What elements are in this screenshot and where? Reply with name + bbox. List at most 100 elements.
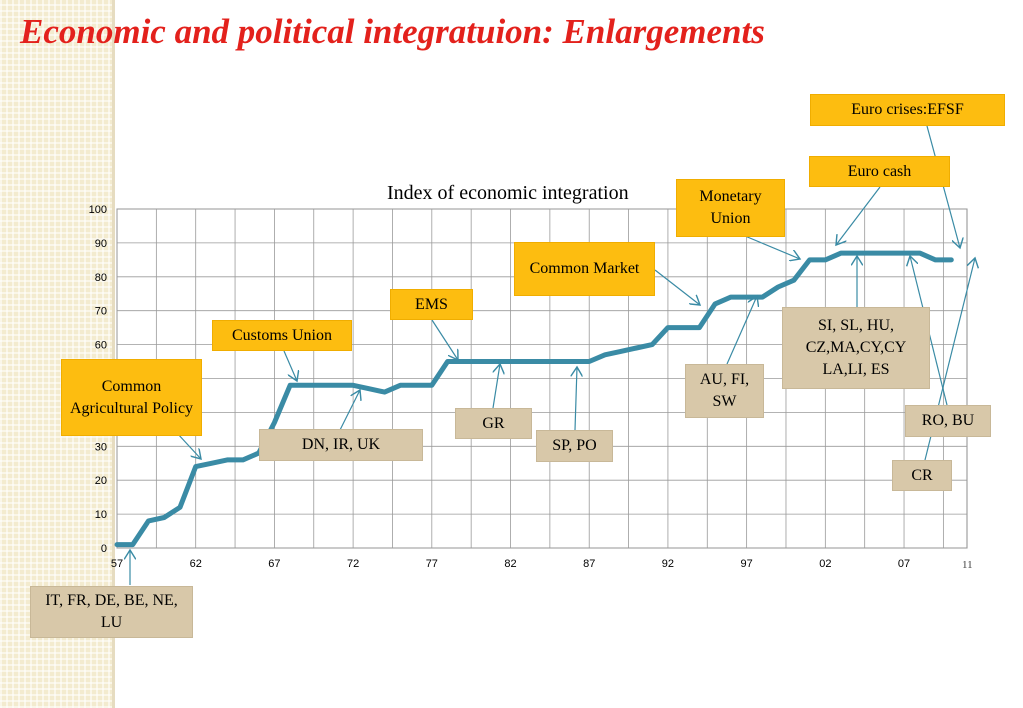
data-point [620, 350, 622, 352]
callout-cr: CR [892, 460, 952, 491]
y-tick-label: 80 [95, 272, 107, 284]
data-point [509, 360, 512, 363]
data-point [934, 259, 937, 261]
x-tick-label: 77 [426, 558, 438, 570]
callout-arrow [431, 319, 458, 360]
data-point [273, 421, 276, 424]
callout-arrow [339, 390, 360, 431]
y-tick-label: 0 [101, 543, 107, 555]
sidebar-edge [112, 0, 115, 708]
data-point [258, 452, 260, 454]
data-point [147, 520, 150, 522]
callout-dn-ir-uk: DN, IR, UK [259, 429, 423, 461]
data-point [903, 252, 905, 254]
data-point [714, 303, 716, 305]
callout-common-market: Common Market [514, 242, 655, 296]
x-tick-label: 02 [819, 558, 831, 570]
data-point [572, 360, 575, 363]
data-point [919, 252, 921, 254]
series-line [114, 250, 954, 548]
data-point [494, 360, 496, 363]
data-point [950, 259, 952, 261]
data-point [808, 259, 811, 261]
data-point [856, 252, 858, 254]
x-tick-label: 67 [268, 558, 280, 570]
data-point [525, 360, 527, 363]
data-point [368, 388, 370, 390]
callout-arrow [654, 269, 700, 305]
data-point [683, 327, 685, 329]
callout-cap: Common Agricultural Policy [61, 359, 202, 436]
data-point [887, 252, 889, 254]
data-point [163, 516, 165, 519]
data-point [777, 286, 779, 288]
data-point [604, 354, 606, 356]
data-point [462, 360, 464, 363]
callout-arrow [744, 235, 800, 259]
callout-ro-bu: RO, BU [905, 405, 991, 437]
x-tick-label: 87 [583, 558, 595, 570]
data-point [352, 384, 354, 386]
data-point [730, 296, 732, 298]
callout-gr: GR [455, 408, 532, 439]
data-point [667, 327, 669, 329]
data-point [478, 360, 480, 363]
data-point [321, 384, 323, 386]
data-point [195, 466, 197, 468]
callout-ems: EMS [390, 289, 473, 320]
x-tick-label: 82 [504, 558, 516, 570]
data-point [541, 360, 543, 363]
data-point [651, 344, 653, 346]
data-point [179, 506, 181, 508]
decorative-sidebar [0, 0, 112, 708]
data-point [761, 296, 763, 298]
data-point [431, 384, 433, 386]
data-point [557, 360, 559, 363]
callout-monetary: Monetary Union [676, 179, 785, 237]
x-tick-label: 92 [662, 558, 674, 570]
data-point [415, 384, 417, 386]
data-point [635, 347, 638, 349]
callout-arrow [283, 350, 297, 381]
callout-arrow [926, 125, 960, 248]
callout-arrow [836, 186, 881, 245]
data-point [289, 384, 291, 386]
x-tick-label: 07 [898, 558, 910, 570]
callout-euro-crises: Euro crises:EFSF [810, 94, 1005, 126]
data-point [305, 384, 307, 386]
y-tick-label: 60 [95, 340, 107, 352]
data-point [210, 462, 213, 464]
data-point [840, 252, 842, 254]
callout-arrow [492, 364, 500, 409]
y-tick-label: 30 [95, 441, 107, 453]
data-point [242, 459, 244, 461]
x-tick-label: 57 [111, 558, 123, 570]
callout-euro-cash: Euro cash [809, 156, 950, 187]
data-point [746, 296, 748, 298]
y-tick-label: 70 [95, 306, 107, 318]
y-tick-label: 100 [89, 204, 107, 216]
callout-customs: Customs Union [212, 320, 352, 351]
data-point [871, 252, 874, 254]
data-point [793, 279, 795, 281]
callout-arrow [726, 296, 757, 365]
y-tick-label: 10 [95, 509, 107, 521]
callout-si-group: SI, SL, HU, CZ,MA,CY,CY LA,LI, ES [782, 307, 930, 389]
data-point [824, 259, 826, 261]
x-tick-label: 72 [347, 558, 359, 570]
data-point [698, 327, 701, 329]
data-point [132, 544, 134, 546]
data-point [588, 360, 590, 363]
data-point [383, 391, 386, 393]
callout-arrow [575, 367, 577, 431]
data-point [446, 360, 449, 363]
x-tick-label: 62 [190, 558, 202, 570]
chart-title: Index of economic integration [387, 182, 629, 204]
data-point [116, 544, 118, 546]
page-number: 11 [962, 559, 973, 571]
y-tick-label: 90 [95, 238, 107, 250]
callout-sp-po: SP, PO [536, 430, 613, 462]
data-point [399, 384, 401, 386]
y-tick-label: 20 [95, 475, 107, 487]
x-tick-label: 97 [741, 558, 753, 570]
